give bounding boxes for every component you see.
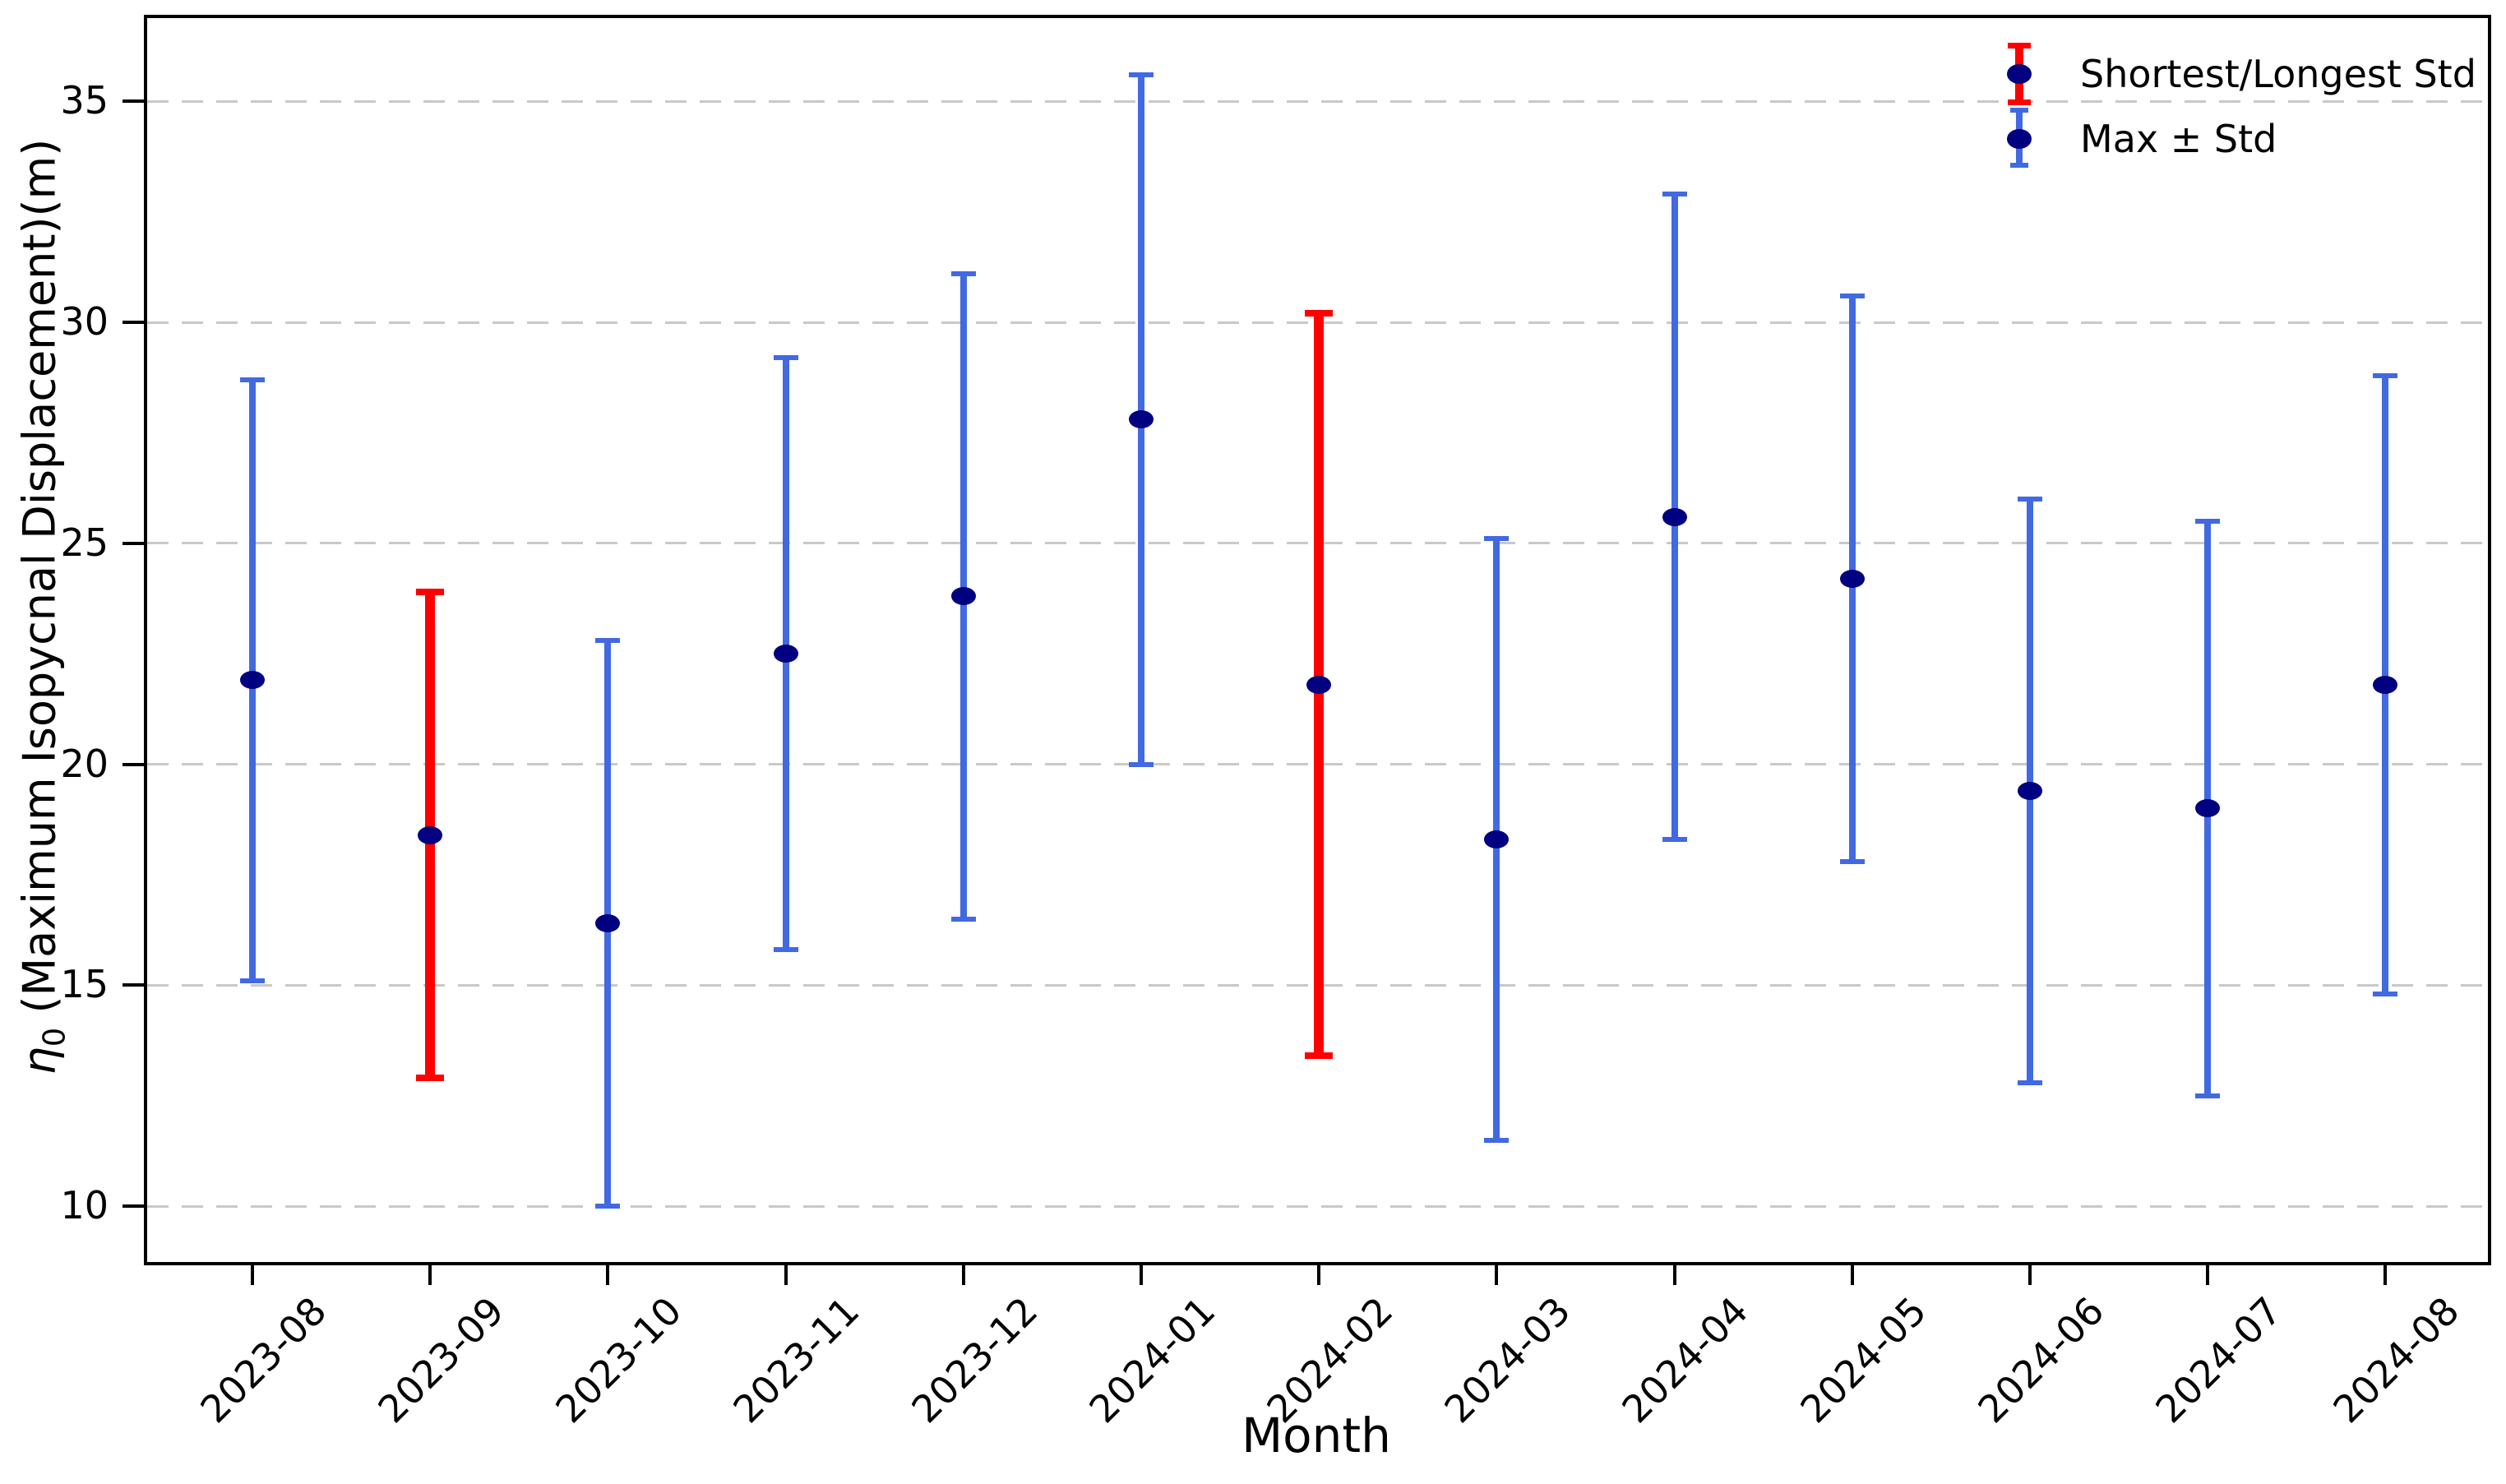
data-point-marker-2024-04 [1662,507,1687,526]
x-tick-label-2024-06: 2024-06 [1969,1288,2113,1432]
y-tick-35 [123,99,144,104]
errorbar-cap-top-2023-10 [595,638,621,644]
gridline-y-35 [147,99,2486,103]
y-tick-30 [123,321,144,325]
errorbar-cap-bottom-2024-03 [1484,1137,1510,1143]
x-tick-2024-02 [1317,1264,1321,1285]
x-tick-2023-12 [961,1264,965,1285]
legend-label-max-std: Max ± Std [2080,117,2277,161]
errorbar-cap-bottom-2024-07 [2195,1093,2221,1098]
x-tick-label-2024-03: 2024-03 [1436,1288,1579,1432]
data-point-marker-2023-11 [773,645,798,663]
x-tick-2023-11 [784,1264,788,1285]
data-point-marker-2024-02 [1306,675,1332,694]
data-point-marker-2023-12 [950,587,976,606]
y-tick-25 [123,541,144,545]
y-axis-label: η0 (Maximum Isopycnal Displacement)(m) [13,138,72,1075]
y-tick-label-35: 35 [60,78,109,123]
x-tick-label-2024-07: 2024-07 [2147,1288,2291,1432]
errorbar-cap-top-2024-06 [2018,497,2042,502]
x-tick-label-2024-05: 2024-05 [1791,1288,1935,1432]
x-tick-2024-05 [1850,1264,1854,1285]
errorbar-cap-bottom-2024-02 [1305,1052,1334,1060]
x-tick-2023-08 [251,1264,254,1285]
data-point-marker-2024-07 [2195,799,2221,818]
errorbar-cap-top-2024-07 [2195,518,2221,524]
errorbar-cap-bottom-2024-01 [1129,761,1154,767]
errorbar-cap-top-2024-05 [1839,293,1865,298]
errorbar-cap-bottom-2023-12 [950,916,976,922]
x-tick-2023-10 [606,1264,610,1285]
gridline-y-10 [147,1204,2486,1208]
y-tick-20 [123,762,144,766]
errorbar-cap-top-2024-02 [1305,310,1334,317]
x-tick-2023-09 [428,1264,432,1285]
x-tick-label-2024-08: 2024-08 [2324,1288,2468,1432]
errorbar-cap-bottom-2023-11 [773,947,798,953]
x-tick-label-2023-12: 2023-12 [902,1288,1046,1432]
y-tick-label-15: 15 [60,962,109,1007]
data-point-marker-2024-03 [1484,830,1510,849]
y-tick-label-20: 20 [60,741,109,786]
errorbar-cap-top-2023-08 [240,377,265,382]
x-tick-2024-06 [2028,1264,2032,1285]
y-tick-10 [123,1204,144,1209]
data-point-marker-2023-10 [595,914,621,933]
x-tick-label-2023-11: 2023-11 [724,1288,868,1432]
x-tick-label-2023-08: 2023-08 [192,1288,335,1432]
data-point-marker-2023-09 [418,825,443,844]
x-axis-label: Month [1241,1408,1391,1463]
x-tick-label-2024-01: 2024-01 [1080,1288,1224,1432]
x-tick-label-2024-04: 2024-04 [1613,1288,1757,1432]
data-point-marker-2024-08 [2373,675,2398,694]
data-point-marker-2024-05 [1839,569,1865,588]
x-tick-2024-07 [2206,1264,2210,1285]
errorbar-cap-bottom-2023-10 [595,1204,621,1209]
x-tick-2024-01 [1140,1264,1143,1285]
errorbar-cap-top-2023-12 [950,270,976,276]
errorbar-cap-top-2024-03 [1484,536,1510,542]
y-tick-label-10: 10 [60,1183,109,1228]
errorbar-cap-bottom-2024-06 [2018,1079,2042,1085]
errorbar-cap-top-2024-01 [1129,72,1154,77]
errorbar-cap-top-2024-04 [1662,192,1687,197]
data-point-marker-2024-01 [1129,410,1154,429]
x-tick-label-2023-10: 2023-10 [547,1288,691,1432]
x-tick-2024-04 [1672,1264,1676,1285]
data-point-marker-2024-06 [2018,781,2042,800]
errorbar-cap-bottom-2024-08 [2373,992,2398,997]
y-tick-label-30: 30 [60,298,109,344]
errorbar-cap-top-2024-08 [2373,372,2398,378]
errorbar-cap-top-2023-11 [773,355,798,361]
errorbar-cap-bottom-2023-08 [240,978,265,984]
x-tick-2024-03 [1495,1264,1499,1285]
y-tick-label-25: 25 [60,520,109,565]
legend-label-shortest-longest-std: Shortest/Longest Std [2080,52,2476,96]
errorbar-cap-bottom-2024-05 [1839,858,1865,864]
x-tick-2024-08 [2383,1264,2388,1285]
x-tick-label-2023-09: 2023-09 [369,1288,513,1432]
errorbar-cap-bottom-2024-04 [1662,837,1687,843]
errorbar-cap-top-2023-09 [416,588,445,595]
y-tick-15 [123,983,144,987]
data-point-marker-2023-08 [240,671,265,690]
errorbar-cap-bottom-2023-09 [416,1075,445,1082]
